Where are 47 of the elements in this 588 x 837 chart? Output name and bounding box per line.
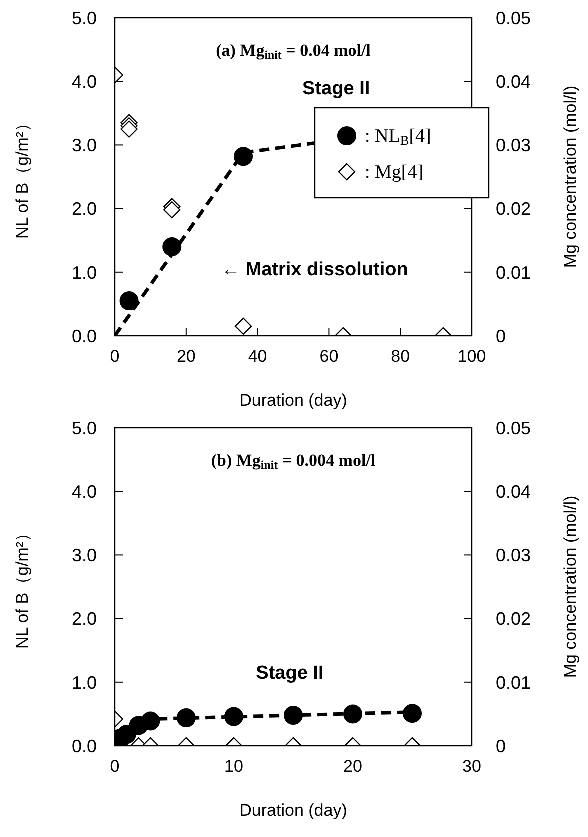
y-axis-title: NL of B（g/m²） bbox=[13, 114, 32, 240]
y-tick-label: 1.0 bbox=[72, 672, 97, 693]
y2-tick-label: 0.01 bbox=[496, 262, 532, 283]
annotation: Stage II bbox=[256, 663, 324, 684]
x-axis-title: Duration (day) bbox=[240, 391, 348, 410]
y2-tick-label: 0 bbox=[496, 326, 506, 346]
y-tick-label: 5.0 bbox=[72, 8, 97, 28]
y2-tick-label: 0.02 bbox=[496, 199, 532, 220]
x-tick-label: 40 bbox=[248, 347, 268, 366]
x-tick-label: 20 bbox=[344, 757, 362, 776]
x-tick-label: 0 bbox=[110, 347, 120, 366]
x-tick-label: 30 bbox=[462, 757, 482, 776]
y2-tick-label: 0.05 bbox=[496, 418, 532, 438]
y2-tick-label: 0.01 bbox=[496, 672, 532, 693]
y-tick-label: 2.0 bbox=[72, 609, 97, 630]
x-tick-label: 100 bbox=[458, 347, 486, 366]
x-tick-label: 10 bbox=[224, 757, 244, 776]
text: (a) Mg$_{init}$ = 0.04 mol/l bbox=[216, 41, 372, 62]
y-axis-title: NL of B（g/m²） bbox=[13, 524, 32, 650]
y-tick-label: 5.0 bbox=[72, 418, 97, 438]
y2-axis-title: Mg concentration (mol/l) bbox=[561, 86, 580, 268]
y2-tick-label: 0.02 bbox=[496, 609, 532, 630]
legend-label: : Mg[4] bbox=[365, 162, 424, 183]
x-tick-label: 20 bbox=[176, 347, 196, 366]
y-tick-label: 0.0 bbox=[72, 736, 97, 756]
y2-tick-label: 0.04 bbox=[496, 482, 532, 502]
x-tick-label: 0 bbox=[110, 757, 120, 776]
y-tick-label: 1.0 bbox=[72, 262, 97, 283]
y2-tick-label: 0 bbox=[496, 736, 506, 756]
annotation: Stage II bbox=[302, 78, 370, 100]
y2-axis-title: Mg concentration (mol/l) bbox=[561, 496, 580, 678]
x-tick-label: 60 bbox=[320, 347, 339, 366]
x-axis-title: Duration (day) bbox=[240, 801, 348, 820]
annotation: ← Matrix dissolution bbox=[221, 260, 408, 281]
y-tick-label: 3.0 bbox=[72, 136, 97, 156]
legend-label: : NL$_{B}$[4] bbox=[365, 126, 432, 148]
y-tick-label: 3.0 bbox=[72, 546, 97, 566]
y-tick-label: 4.0 bbox=[72, 482, 97, 502]
y-tick-label: 4.0 bbox=[72, 72, 97, 92]
y2-tick-label: 0.04 bbox=[496, 72, 532, 92]
text: (b) Mg$_{init}$ = 0.004 mol/l bbox=[211, 451, 376, 472]
y-tick-label: 0.0 bbox=[72, 326, 97, 346]
y2-tick-label: 0.03 bbox=[496, 546, 532, 566]
y2-tick-label: 0.05 bbox=[496, 8, 532, 28]
y-tick-label: 2.0 bbox=[72, 199, 97, 220]
x-tick-label: 80 bbox=[391, 347, 410, 366]
y2-tick-label: 0.03 bbox=[496, 136, 532, 156]
